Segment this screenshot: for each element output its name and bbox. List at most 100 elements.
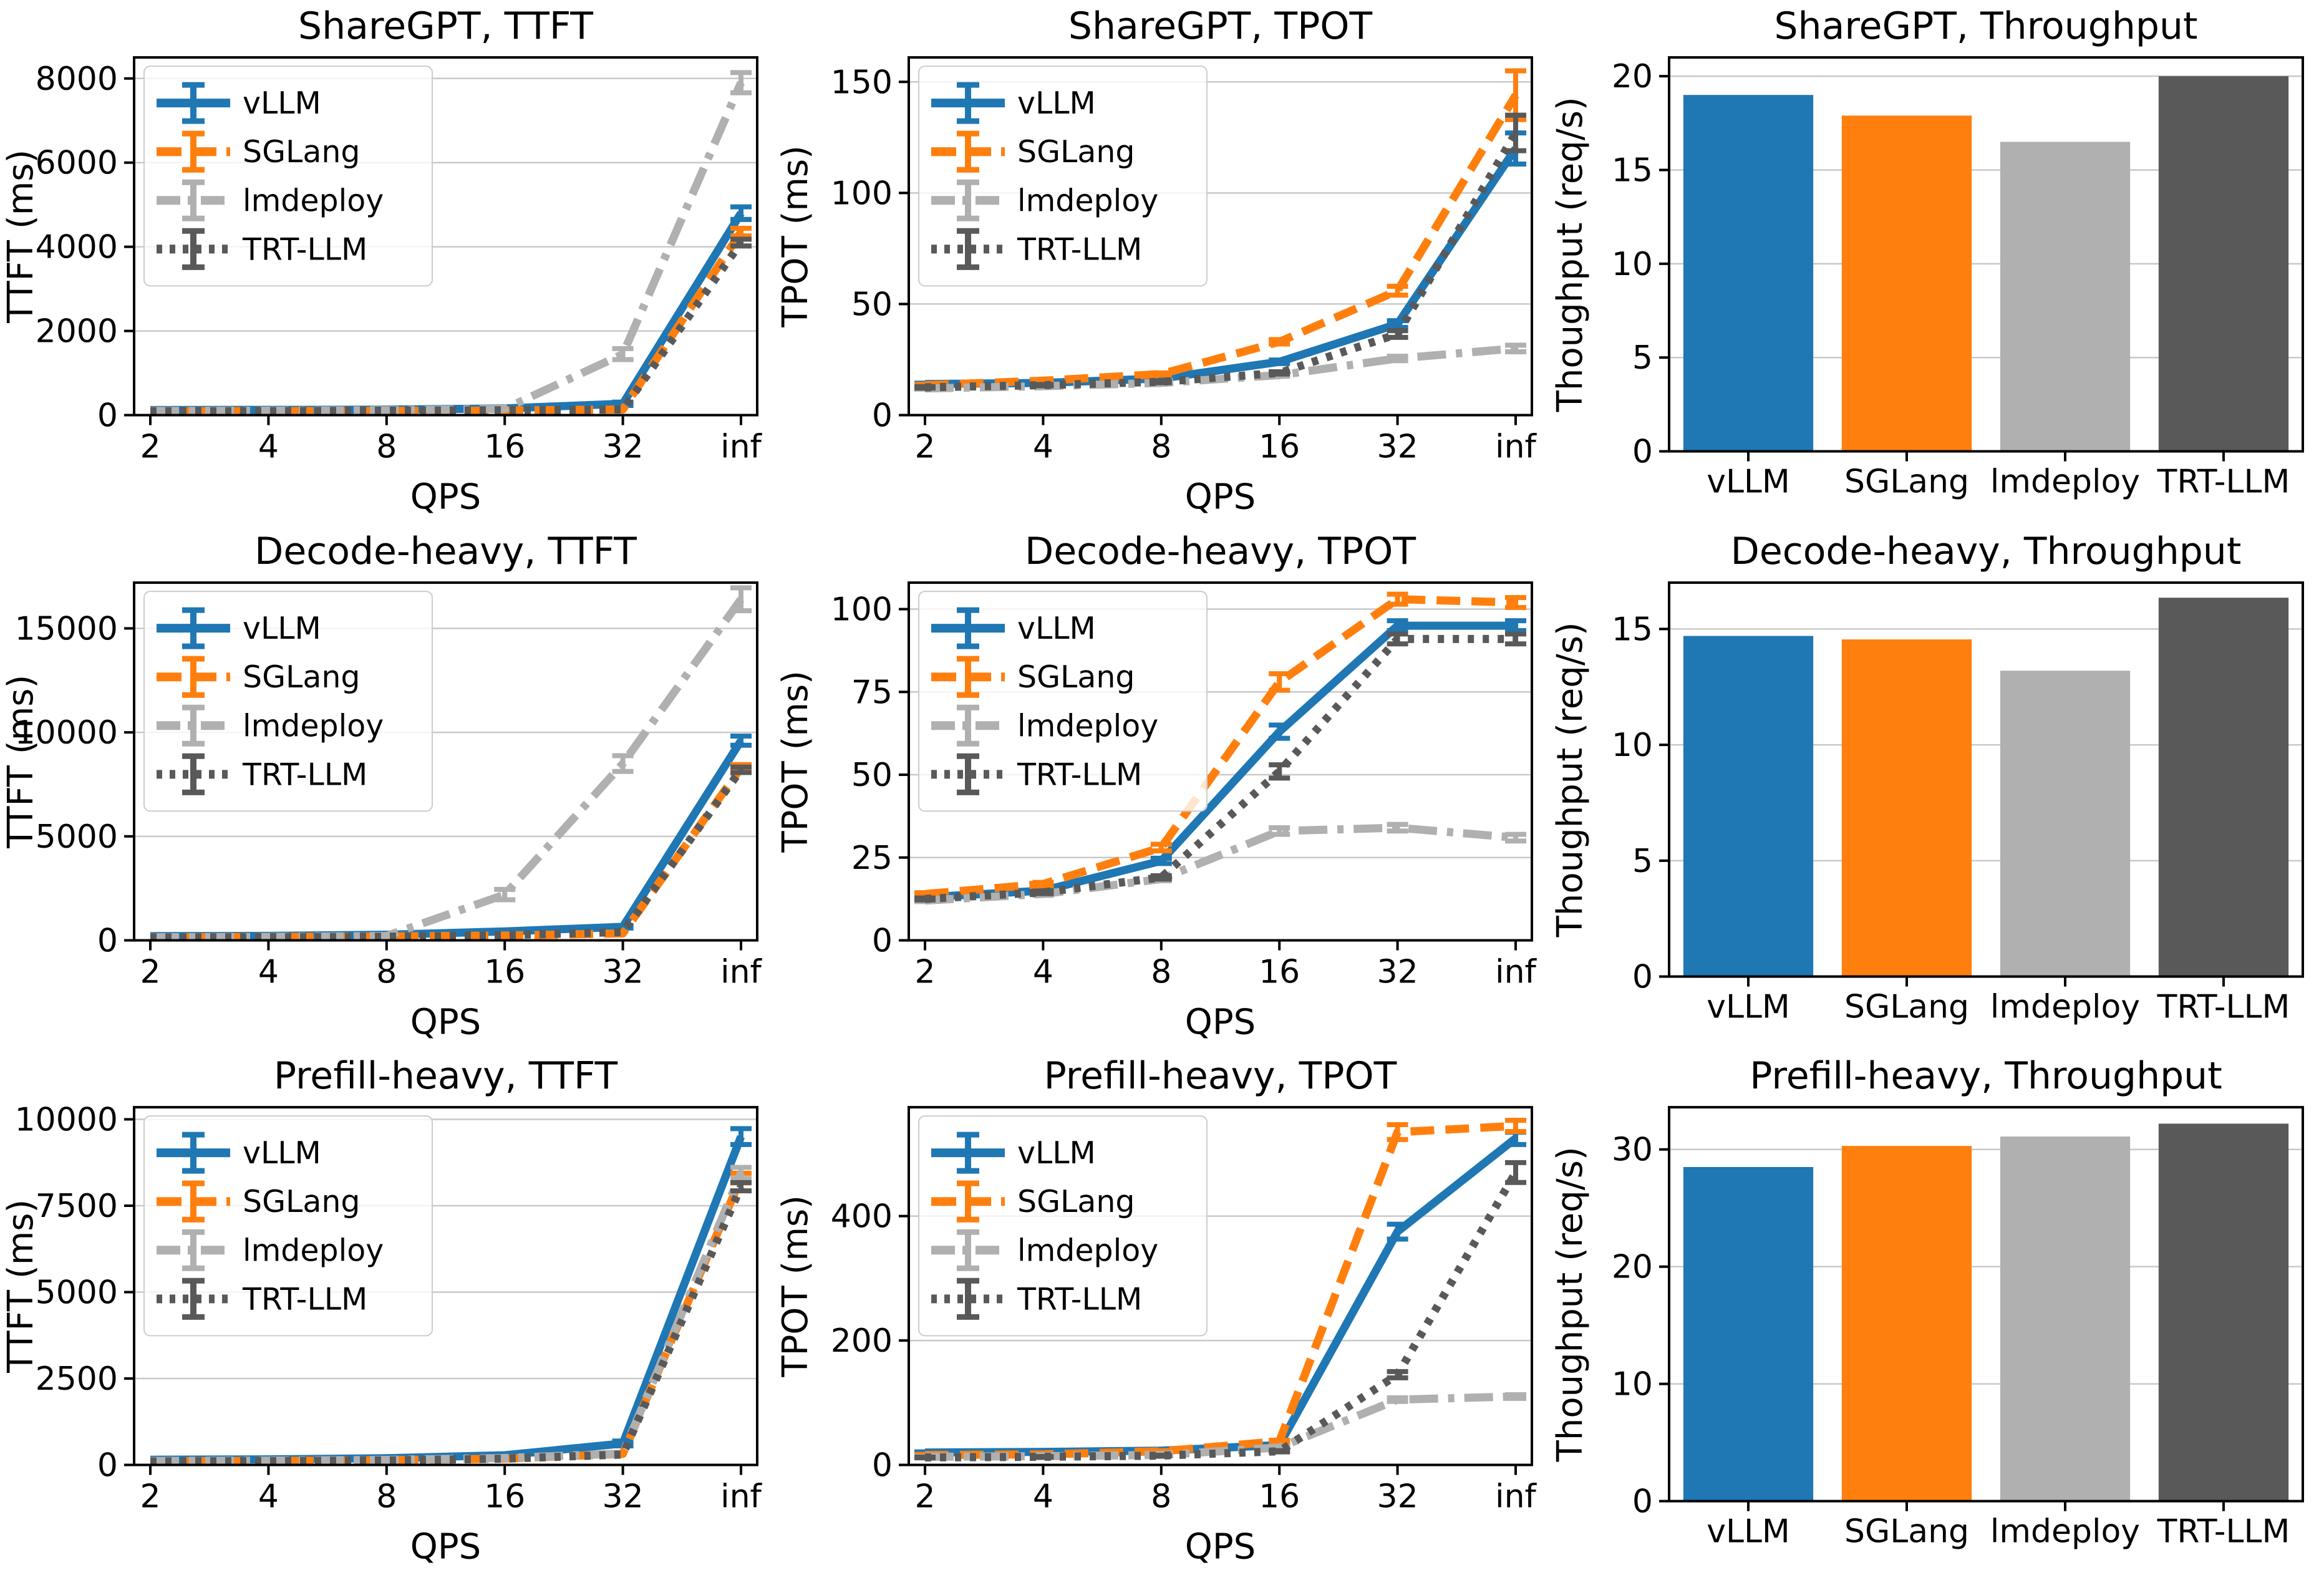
x-tick-label: 16 [484, 429, 525, 466]
legend-entry-lmdeploy: lmdeploy [931, 1229, 1158, 1272]
y-tick-label: 50 [851, 286, 893, 323]
x-tick-label: 2 [140, 429, 160, 466]
series-lmdeploy [150, 585, 752, 941]
legend-entry-vLLM: vLLM [931, 607, 1096, 649]
x-tick-label: 8 [376, 429, 397, 466]
bar-category-label: TRT-LLM [2157, 988, 2290, 1025]
y-axis-label: TTFT (ms) [1, 674, 41, 848]
x-axis-label: QPS [1185, 1527, 1256, 1568]
legend-entry-vLLM: vLLM [931, 1132, 1096, 1174]
chart-title: Decode-heavy, Throughput [1731, 530, 2242, 573]
x-axis-label: QPS [410, 477, 481, 518]
legend-label: vLLM [243, 1135, 321, 1171]
legend-frame [918, 1115, 1208, 1337]
x-tick-label: inf [720, 953, 762, 991]
y-axis-label: Thoughput (req/s) [1550, 97, 1590, 412]
bar-vLLM [1683, 636, 1814, 977]
legend-entry-TRT-LLM: TRT-LLM [931, 1278, 1142, 1321]
series-line [924, 1122, 1516, 1460]
chart-decode-heavy-tpot-canvas: 0 25 50 75 100 2 4 8 16 32 inf Decode-heavy, TPOT QP… [775, 530, 1537, 1043]
legend-label: lmdeploy [1017, 1233, 1158, 1269]
legend: vLLM SGLang lmdeploy TRT-LLM [918, 590, 1208, 812]
x-tick-label: 32 [603, 429, 644, 466]
legend-label: TRT-LLM [242, 757, 367, 792]
chart-decode-heavy-throughput: 0 5 10 15 vLLM SGLang lmdeploy TRT-LLM Decode-he… [1549, 525, 2324, 1050]
series-line [150, 80, 745, 415]
y-tick-label: 400 [831, 1198, 893, 1236]
chart-prefill-heavy-tpot: 0 200 400 2 4 8 16 32 inf Prefill-heavy, TPOT QPS T… [775, 1050, 1549, 1575]
x-tick-label: 8 [376, 1478, 397, 1516]
plot-border [1668, 581, 2304, 978]
legend-frame [918, 590, 1208, 812]
bar-category-label: SGLang [1844, 988, 1969, 1025]
y-tick-label: 5 [1632, 842, 1653, 880]
y-tick-label: 4000 [36, 229, 118, 266]
x-axis-label: QPS [1185, 477, 1256, 518]
legend-label: TRT-LLM [1017, 231, 1142, 267]
bar-vLLM [1683, 95, 1814, 452]
x-tick-label: inf [720, 429, 762, 466]
series-line [924, 823, 1516, 904]
series-line [924, 344, 1516, 393]
y-tick-label: 5000 [36, 818, 118, 855]
y-tick-label: 15 [1612, 611, 1653, 648]
legend-entry-SGLang: SGLang [157, 656, 360, 698]
legend-label: SGLang [243, 134, 360, 170]
legend: vLLM SGLang lmdeploy TRT-LLM [918, 65, 1208, 287]
legend-label: SGLang [243, 659, 360, 695]
series-TRT-LLM [150, 236, 752, 415]
series-SGLang [914, 68, 1526, 389]
x-tick-label: 16 [1259, 953, 1300, 991]
y-tick-label: 30 [1612, 1132, 1653, 1169]
chart-decode-heavy-ttft: 0 5000 10000 15000 2 4 8 16 32 inf Decode-heavy, T… [0, 525, 775, 1050]
x-tick-label: 2 [914, 1478, 935, 1516]
legend-entry-TRT-LLM: TRT-LLM [931, 228, 1142, 270]
y-tick-label: 0 [1632, 434, 1653, 471]
y-tick-label: 0 [1632, 958, 1653, 996]
chart-prefill-heavy-ttft: 0 2500 5000 7500 10000 2 4 8 16 32 inf Prefill-heav… [0, 1050, 775, 1575]
chart-prefill-heavy-throughput: 0 10 20 30 vLLM SGLang lmdeploy TRT-LLM Prefill-… [1549, 1050, 2324, 1575]
y-tick-label: 8000 [36, 61, 118, 98]
legend-label: TRT-LLM [242, 1282, 367, 1317]
plot-border [908, 581, 1533, 942]
legend-label: vLLM [243, 85, 321, 121]
bar-category-label: vLLM [1707, 1513, 1790, 1551]
x-tick-label: 4 [1033, 1478, 1053, 1516]
series-line [924, 594, 1516, 898]
chart-sharegpt-throughput: 0 5 10 15 20 vLLM SGLang lmdeploy TRT-LLM ShareGP… [1549, 0, 2324, 525]
chart-sharegpt-ttft-canvas: 0 2000 4000 6000 8000 2 4 8 16 32 inf ShareGPT, TTF… [1, 4, 763, 518]
bar-category-label: TRT-LLM [2157, 1513, 2290, 1551]
plot-border [1668, 1106, 2304, 1503]
legend-entry-vLLM: vLLM [157, 607, 321, 649]
y-tick-label: 0 [872, 922, 893, 959]
y-axis-label: TTFT (ms) [1, 150, 41, 324]
chart-sharegpt-tpot: 0 50 100 150 2 4 8 16 32 inf ShareGPT, TPOT QPS TPOT… [775, 0, 1549, 525]
legend-entry-TRT-LLM: TRT-LLM [157, 753, 367, 795]
chart-title: Decode-heavy, TPOT [1025, 530, 1416, 573]
plot-border [908, 1106, 1533, 1466]
x-tick-label: 2 [140, 1478, 160, 1516]
bar-category-label: SGLang [1844, 1513, 1969, 1551]
legend-label: vLLM [1017, 1135, 1096, 1171]
x-tick-label: 32 [1377, 1478, 1418, 1516]
legend-frame [143, 590, 433, 812]
series-TRT-LLM [914, 112, 1526, 392]
chart-prefill-heavy-ttft-canvas: 0 2500 5000 7500 10000 2 4 8 16 32 inf Prefill-heav… [1, 1054, 763, 1568]
plot-border [133, 581, 758, 942]
legend: vLLM SGLang lmdeploy TRT-LLM [143, 65, 433, 287]
bar-TRT-LLM [2158, 76, 2289, 452]
legend-entry-SGLang: SGLang [157, 130, 360, 173]
chart-title: ShareGPT, TPOT [1068, 4, 1373, 48]
x-tick-label: inf [1495, 429, 1537, 466]
legend-label: lmdeploy [243, 183, 384, 218]
y-tick-label: 200 [831, 1322, 893, 1360]
plot-border [133, 1106, 758, 1466]
y-tick-label: 10000 [15, 1102, 118, 1139]
y-tick-label: 0 [97, 1447, 118, 1485]
legend-entry-TRT-LLM: TRT-LLM [157, 1278, 367, 1321]
y-tick-label: 5000 [36, 1274, 118, 1312]
x-tick-label: 32 [1377, 953, 1418, 991]
legend-entry-vLLM: vLLM [157, 1132, 321, 1174]
y-tick-label: 2000 [36, 313, 118, 351]
legend-entry-TRT-LLM: TRT-LLM [931, 753, 1142, 795]
